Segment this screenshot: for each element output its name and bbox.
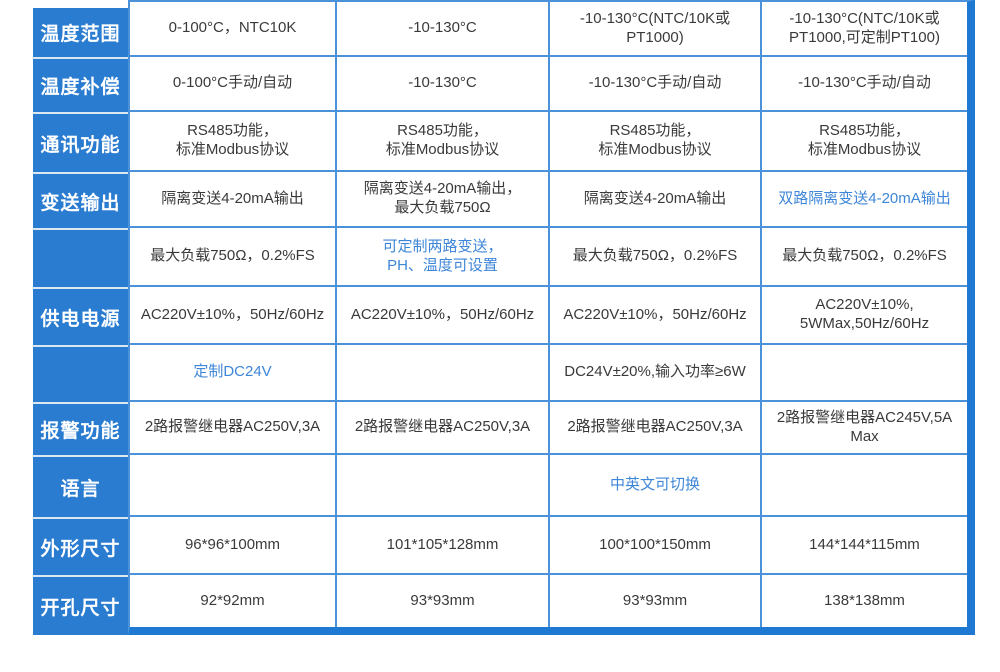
cell-comm-model4: RS485功能， 标准Modbus协议 bbox=[762, 112, 967, 172]
row-header-temp-range: 温度范围 bbox=[33, 8, 128, 57]
row-header-language: 语言 bbox=[33, 455, 128, 517]
cell-alarm-model4: 2路报警继电器AC245V,5A Max bbox=[762, 402, 967, 455]
row-header-temp-compensation: 温度补偿 bbox=[33, 57, 128, 112]
row-header-column: 温度范围 温度补偿 通讯功能 变送输出 供电电源 报警功能 语言 外形尺寸 开孔… bbox=[33, 8, 128, 635]
cell-temp-range-model2: -10-130°C bbox=[337, 2, 550, 57]
row-header-cutout-dimensions: 开孔尺寸 bbox=[33, 575, 128, 635]
cell-load-model4: 最大负载750Ω，0.2%FS bbox=[762, 228, 967, 287]
row-header-outer-dimensions: 外形尺寸 bbox=[33, 517, 128, 575]
spec-data-grid: 0-100°C，NTC10K -10-130°C -10-130°C(NTC/1… bbox=[128, 0, 975, 635]
cell-dimensions-model1: 96*96*100mm bbox=[130, 517, 337, 575]
cell-language-model2 bbox=[337, 455, 550, 517]
cell-dimensions-model3: 100*100*150mm bbox=[550, 517, 762, 575]
cell-temp-comp-model2: -10-130°C bbox=[337, 57, 550, 112]
row-header-alarm-function: 报警功能 bbox=[33, 402, 128, 455]
spec-table: 温度范围 温度补偿 通讯功能 变送输出 供电电源 报警功能 语言 外形尺寸 开孔… bbox=[33, 0, 975, 640]
cell-power-model2: AC220V±10%，50Hz/60Hz bbox=[337, 287, 550, 345]
row-header-communication: 通讯功能 bbox=[33, 112, 128, 172]
cell-dc-option-model2 bbox=[337, 345, 550, 402]
cell-output-model2: 隔离变送4-20mA输出， 最大负载750Ω bbox=[337, 172, 550, 228]
cell-dimensions-model4: 144*144*115mm bbox=[762, 517, 967, 575]
cell-temp-range-model4: -10-130°C(NTC/10K或 PT1000,可定制PT100) bbox=[762, 2, 967, 57]
cell-comm-model1: RS485功能， 标准Modbus协议 bbox=[130, 112, 337, 172]
cell-comm-model2: RS485功能， 标准Modbus协议 bbox=[337, 112, 550, 172]
cell-language-model1 bbox=[130, 455, 337, 517]
row-header-blank-2 bbox=[33, 345, 128, 402]
cell-power-model3: AC220V±10%，50Hz/60Hz bbox=[550, 287, 762, 345]
cell-power-model1: AC220V±10%，50Hz/60Hz bbox=[130, 287, 337, 345]
cell-load-model1: 最大负载750Ω，0.2%FS bbox=[130, 228, 337, 287]
cell-temp-range-model1: 0-100°C，NTC10K bbox=[130, 2, 337, 57]
cell-language-model3: 中英文可切换 bbox=[550, 455, 762, 517]
cell-temp-comp-model3: -10-130°C手动/自动 bbox=[550, 57, 762, 112]
cell-comm-model3: RS485功能， 标准Modbus协议 bbox=[550, 112, 762, 172]
cell-alarm-model2: 2路报警继电器AC250V,3A bbox=[337, 402, 550, 455]
cell-output-model1: 隔离变送4-20mA输出 bbox=[130, 172, 337, 228]
cell-load-model2: 可定制两路变送， PH、温度可设置 bbox=[337, 228, 550, 287]
row-header-power-supply: 供电电源 bbox=[33, 287, 128, 345]
row-header-blank-1 bbox=[33, 228, 128, 287]
cell-cutout-model3: 93*93mm bbox=[550, 575, 762, 627]
cell-power-model4: AC220V±10%, 5WMax,50Hz/60Hz bbox=[762, 287, 967, 345]
cell-language-model4 bbox=[762, 455, 967, 517]
cell-dc-option-model4 bbox=[762, 345, 967, 402]
cell-cutout-model1: 92*92mm bbox=[130, 575, 337, 627]
cell-alarm-model3: 2路报警继电器AC250V,3A bbox=[550, 402, 762, 455]
cell-alarm-model1: 2路报警继电器AC250V,3A bbox=[130, 402, 337, 455]
cell-load-model3: 最大负载750Ω，0.2%FS bbox=[550, 228, 762, 287]
cell-dimensions-model2: 101*105*128mm bbox=[337, 517, 550, 575]
cell-temp-comp-model1: 0-100°C手动/自动 bbox=[130, 57, 337, 112]
cell-cutout-model2: 93*93mm bbox=[337, 575, 550, 627]
cell-dc-option-model3: DC24V±20%,输入功率≥6W bbox=[550, 345, 762, 402]
cell-output-model4: 双路隔离变送4-20mA输出 bbox=[762, 172, 967, 228]
cell-temp-range-model3: -10-130°C(NTC/10K或PT1000) bbox=[550, 2, 762, 57]
row-header-transmit-output: 变送输出 bbox=[33, 172, 128, 228]
cell-output-model3: 隔离变送4-20mA输出 bbox=[550, 172, 762, 228]
cell-cutout-model4: 138*138mm bbox=[824, 591, 905, 609]
cell-dc-option-model1: 定制DC24V bbox=[130, 345, 337, 402]
cell-temp-comp-model4: -10-130°C手动/自动 bbox=[762, 57, 967, 112]
